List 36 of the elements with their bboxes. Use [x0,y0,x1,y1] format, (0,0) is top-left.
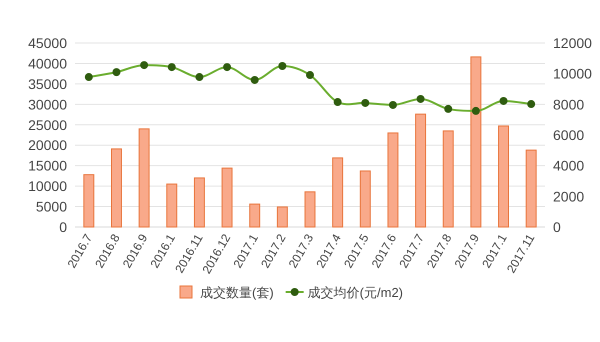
y-tick-label: 35000 [28,76,68,92]
bar [470,56,482,228]
bar [222,168,233,228]
bar [276,206,288,228]
bar [110,148,122,228]
bar [304,191,316,228]
y-tick-label: 10000 [28,178,68,194]
y-tick-label: 30000 [28,96,68,112]
bar [360,170,371,228]
y2-tick-label: 12000 [553,35,592,51]
y2-tick-label: 8000 [553,96,584,112]
bar [249,204,260,228]
y-tick-label: 0 [59,219,68,235]
y-tick-label: 20000 [28,137,68,154]
bar [194,177,205,228]
legend-label: 成交均价(元/m2) [308,285,404,300]
y-tick-label: 45000 [28,35,68,51]
bar [442,130,454,228]
y-tick-label: 5000 [36,198,68,215]
bar [526,150,537,228]
y2-tick-label: 6000 [553,127,584,143]
y2-tick-label: 2000 [553,188,584,204]
bar [415,114,426,228]
bar [83,174,94,228]
y2-tick-label: 10000 [553,66,592,82]
bar [332,157,344,228]
bar [138,128,150,228]
y-tick-label: 15000 [28,158,68,174]
y2-tick-label: 4000 [553,158,584,174]
legend-label: 成交数量(套) [200,285,274,300]
y-tick-label: 25000 [28,116,68,133]
bar [387,132,398,228]
y2-tick-label: 0 [553,219,561,235]
bar [498,126,510,228]
y-tick-label: 40000 [28,55,68,72]
bar [166,184,178,228]
